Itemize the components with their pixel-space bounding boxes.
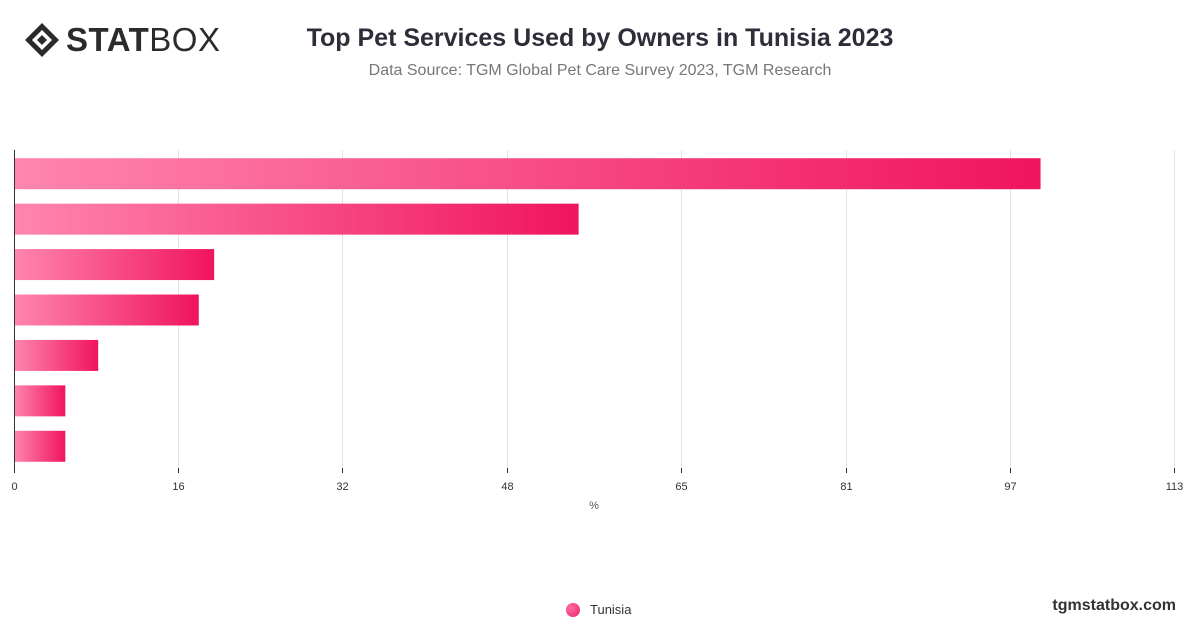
legend[interactable]: Tunisia — [566, 602, 631, 617]
x-tick-label: 81 — [840, 481, 852, 493]
logo-text: STATBOX — [66, 21, 221, 58]
legend-marker — [566, 602, 580, 617]
legend-label: Tunisia — [590, 602, 632, 617]
bar-5[interactable] — [14, 339, 99, 371]
bar-2[interactable] — [14, 203, 579, 235]
statbox-logo: STATBOX — [24, 22, 220, 58]
x-tick-label: 0 — [11, 481, 17, 493]
x-tick-label: 65 — [675, 481, 687, 493]
diamond-logo-icon — [25, 23, 59, 57]
bar-6[interactable] — [14, 385, 66, 417]
chart-subtitle: Data Source: TGM Global Pet Care Survey … — [368, 62, 832, 79]
x-tick-label: 16 — [172, 481, 184, 493]
bar-7[interactable] — [14, 430, 66, 462]
x-axis-label: % — [589, 500, 599, 512]
bar-4[interactable] — [14, 294, 199, 326]
x-tick-label: 32 — [336, 481, 348, 493]
footer-site: tgmstatbox.com — [1052, 597, 1176, 614]
x-tick-label: 48 — [501, 481, 513, 493]
chart-title: Top Pet Services Used by Owners in Tunis… — [306, 24, 894, 52]
bar-3[interactable] — [14, 249, 215, 281]
x-tick-label: 97 — [1004, 481, 1016, 493]
x-tick-label: 113 — [1166, 481, 1184, 493]
bar-1[interactable] — [14, 158, 1041, 190]
